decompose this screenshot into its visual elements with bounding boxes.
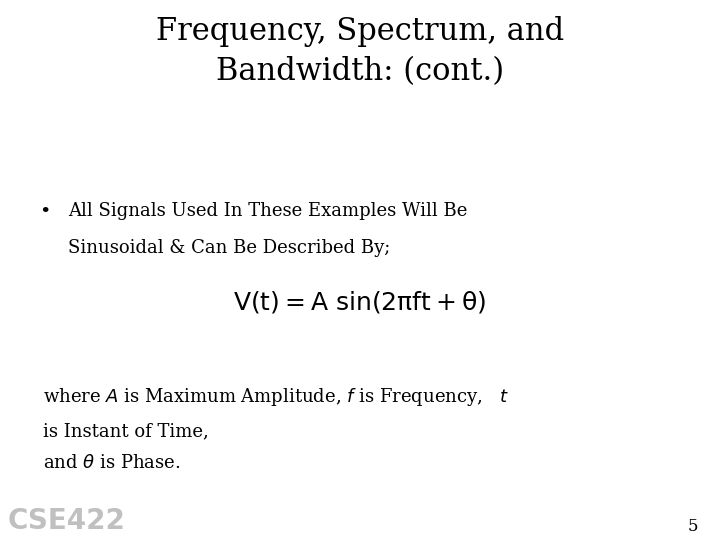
Text: •: • xyxy=(40,202,51,220)
Text: where $A$ is Maximum Amplitude, $f$ is Frequency,   $t$: where $A$ is Maximum Amplitude, $f$ is F… xyxy=(43,386,509,408)
Text: $\mathrm{V(t) = A\ sin(2\pi ft + \theta)}$: $\mathrm{V(t) = A\ sin(2\pi ft + \theta)… xyxy=(233,289,487,315)
Text: Frequency, Spectrum, and
Bandwidth: (cont.): Frequency, Spectrum, and Bandwidth: (con… xyxy=(156,16,564,86)
Text: and $\theta$ is Phase.: and $\theta$ is Phase. xyxy=(43,454,181,472)
Text: is Instant of Time,: is Instant of Time, xyxy=(43,423,209,441)
Text: CSE422: CSE422 xyxy=(7,507,125,535)
Text: All Signals Used In These Examples Will Be: All Signals Used In These Examples Will … xyxy=(68,202,468,220)
Text: Sinusoidal & Can Be Described By;: Sinusoidal & Can Be Described By; xyxy=(68,239,391,257)
Text: 5: 5 xyxy=(688,518,698,535)
